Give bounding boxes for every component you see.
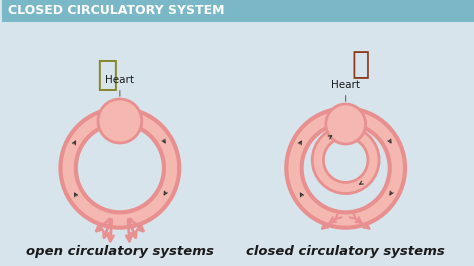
Circle shape — [98, 99, 142, 143]
Text: 🦗: 🦗 — [96, 58, 118, 92]
Text: closed circulatory systems: closed circulatory systems — [246, 246, 445, 259]
Text: Heart: Heart — [331, 80, 360, 101]
Text: Heart: Heart — [105, 75, 134, 96]
Text: 🪱: 🪱 — [352, 51, 370, 80]
Text: CLOSED CIRCULATORY SYSTEM: CLOSED CIRCULATORY SYSTEM — [9, 5, 225, 18]
Text: open circulatory systems: open circulatory systems — [26, 246, 214, 259]
Circle shape — [326, 104, 365, 144]
FancyBboxPatch shape — [2, 0, 474, 22]
